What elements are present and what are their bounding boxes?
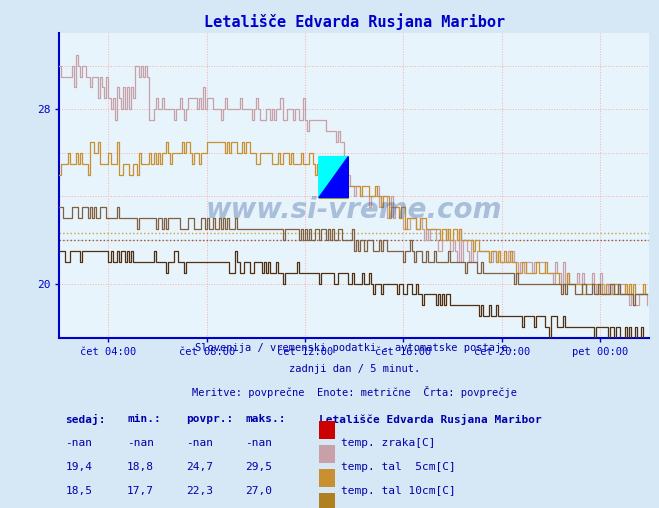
- Text: Letališče Edvarda Rusjana Maribor: Letališče Edvarda Rusjana Maribor: [319, 414, 542, 425]
- Text: -nan: -nan: [245, 438, 272, 448]
- Text: 24,7: 24,7: [186, 462, 213, 472]
- Text: 19,4: 19,4: [65, 462, 92, 472]
- Text: -nan: -nan: [65, 438, 92, 448]
- Text: temp. tal 10cm[C]: temp. tal 10cm[C]: [341, 486, 456, 496]
- Text: 27,0: 27,0: [245, 486, 272, 496]
- Bar: [319, 445, 335, 463]
- Text: Slovenija / vremenski podatki - avtomatske postaje.: Slovenija / vremenski podatki - avtomats…: [195, 343, 513, 353]
- Text: temp. zraka[C]: temp. zraka[C]: [341, 438, 436, 448]
- Text: -nan: -nan: [127, 438, 154, 448]
- Bar: [319, 156, 349, 198]
- Bar: [319, 421, 335, 439]
- Title: Letališče Edvarda Rusjana Maribor: Letališče Edvarda Rusjana Maribor: [204, 14, 505, 30]
- Text: min.:: min.:: [127, 414, 161, 424]
- Polygon shape: [319, 156, 349, 198]
- Text: temp. tal  5cm[C]: temp. tal 5cm[C]: [341, 462, 456, 472]
- Text: -nan: -nan: [186, 438, 213, 448]
- Text: povpr.:: povpr.:: [186, 414, 233, 424]
- Bar: [319, 493, 335, 508]
- Text: www.si-vreme.com: www.si-vreme.com: [206, 196, 502, 224]
- Polygon shape: [319, 156, 349, 198]
- Text: 18,8: 18,8: [127, 462, 154, 472]
- Text: 22,3: 22,3: [186, 486, 213, 496]
- Text: 18,5: 18,5: [65, 486, 92, 496]
- Text: 17,7: 17,7: [127, 486, 154, 496]
- Text: Meritve: povprečne  Enote: metrične  Črta: povprečje: Meritve: povprečne Enote: metrične Črta:…: [192, 386, 517, 398]
- Text: sedaj:: sedaj:: [65, 414, 105, 425]
- Text: 29,5: 29,5: [245, 462, 272, 472]
- Text: maks.:: maks.:: [245, 414, 285, 424]
- Bar: [319, 469, 335, 487]
- Text: zadnji dan / 5 minut.: zadnji dan / 5 minut.: [289, 364, 420, 374]
